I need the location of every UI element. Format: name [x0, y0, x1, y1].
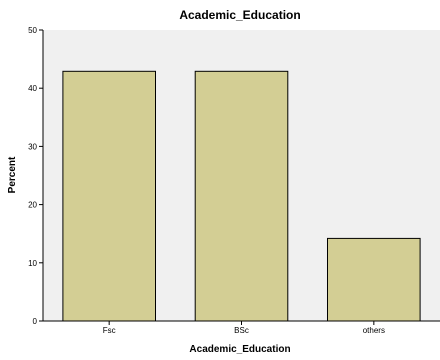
y-tick-label: 50 — [28, 26, 37, 35]
x-axis-ticks: Fsc BSc others — [103, 321, 385, 335]
bars-group — [62, 70, 421, 322]
y-tick-label: 0 — [33, 317, 38, 326]
y-tick-label: 10 — [28, 259, 37, 268]
x-axis-title: Academic_Education — [189, 344, 290, 355]
y-axis-title: Percent — [7, 156, 18, 193]
bar-others — [327, 237, 421, 322]
y-tick-label: 20 — [28, 201, 37, 210]
y-tick-label: 30 — [28, 142, 37, 151]
chart-title: Academic_Education — [179, 8, 300, 22]
x-tick-label: Fsc — [103, 326, 116, 335]
x-tick-label: others — [363, 326, 385, 335]
y-tick-label: 40 — [28, 84, 37, 93]
x-tick-label: BSc — [234, 326, 249, 335]
y-axis-ticks: 0 10 20 30 40 50 — [28, 26, 43, 326]
bar-bsc — [194, 70, 289, 322]
bar-fsc — [62, 70, 156, 322]
